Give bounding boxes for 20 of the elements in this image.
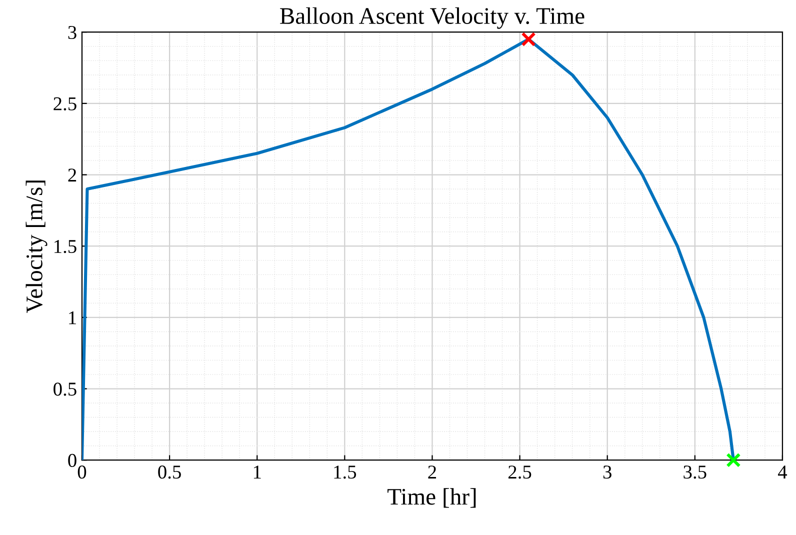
y-tick-label: 1	[69, 311, 76, 324]
x-tick-label: 0.5	[158, 466, 181, 479]
x-tick-label: 3	[603, 466, 612, 479]
y-tick-label: 0	[68, 454, 76, 468]
x-tick-label: 4	[778, 466, 788, 478]
x-tick-label: 0	[78, 466, 86, 479]
x-tick-label: 1.5	[334, 466, 356, 479]
x-tick-label: 2.5	[508, 466, 532, 479]
y-tick-label: 2	[68, 168, 76, 182]
x-axis-title: Time [hr]	[388, 488, 476, 508]
y-tick-label: 0.5	[54, 382, 76, 396]
y-tick-label: 2.5	[54, 97, 76, 110]
line-series	[82, 38, 735, 460]
y-tick-label: 3	[68, 26, 76, 40]
x-tick-label: 1	[254, 466, 261, 478]
y-tick-label: 1.5	[54, 240, 76, 254]
chart-title: Balloon Ascent Velocity v. Time	[280, 7, 584, 29]
x-tick-label: 2	[428, 466, 436, 478]
x-tick-label: 3.5	[684, 466, 706, 479]
y-axis-title: Velocity [m/s]	[26, 180, 48, 314]
